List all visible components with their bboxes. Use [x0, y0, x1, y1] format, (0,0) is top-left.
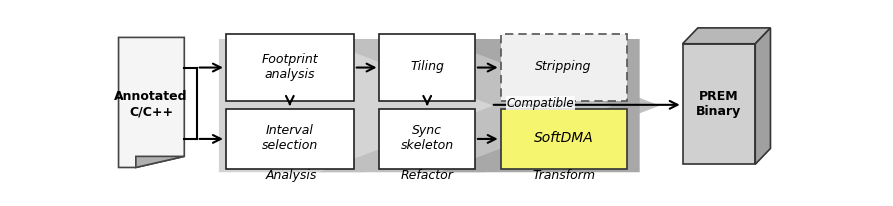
FancyBboxPatch shape	[226, 109, 354, 169]
Polygon shape	[136, 156, 184, 167]
FancyBboxPatch shape	[380, 109, 475, 169]
Text: Compatible: Compatible	[507, 97, 574, 110]
Text: Transform: Transform	[533, 169, 596, 182]
Text: Annotated
C/C++: Annotated C/C++	[114, 90, 188, 118]
Polygon shape	[755, 28, 771, 164]
Text: Sync
skeleton: Sync skeleton	[401, 124, 454, 152]
Polygon shape	[438, 39, 639, 172]
Polygon shape	[119, 37, 184, 167]
Text: Tiling: Tiling	[410, 60, 444, 73]
FancyBboxPatch shape	[501, 34, 627, 101]
Text: Refactor: Refactor	[401, 169, 454, 182]
FancyBboxPatch shape	[380, 34, 475, 101]
Text: Analysis: Analysis	[266, 169, 317, 182]
Polygon shape	[319, 39, 660, 172]
Text: Stripping: Stripping	[536, 60, 592, 73]
FancyBboxPatch shape	[226, 34, 354, 101]
Polygon shape	[219, 39, 538, 172]
FancyBboxPatch shape	[501, 109, 627, 169]
Text: Interval
selection: Interval selection	[262, 124, 318, 152]
Text: SoftDMA: SoftDMA	[534, 131, 594, 145]
FancyBboxPatch shape	[682, 44, 755, 164]
Text: Footprint
analysis: Footprint analysis	[261, 53, 318, 81]
Polygon shape	[682, 28, 771, 44]
Text: PREM
Binary: PREM Binary	[696, 90, 741, 118]
